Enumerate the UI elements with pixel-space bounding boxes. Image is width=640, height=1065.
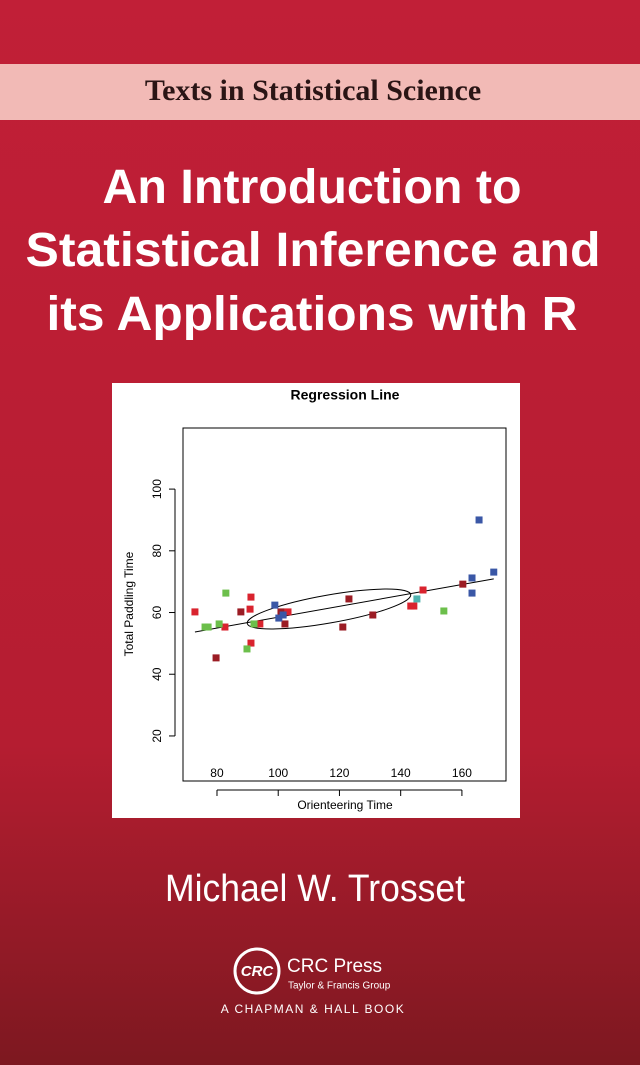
point [247, 639, 255, 647]
point [237, 608, 245, 616]
publisher-group: Taylor & Francis Group [288, 981, 391, 992]
point [284, 608, 292, 616]
point [222, 589, 230, 597]
point [256, 620, 264, 628]
series-band [0, 64, 640, 120]
title: An Introduction to Statistical Inference… [26, 161, 601, 341]
plot-panel [112, 383, 520, 818]
title-line: An Introduction to [103, 161, 522, 214]
imprint: A CHAPMAN & HALL BOOK [221, 1002, 405, 1016]
y-tick-label: 60 [150, 606, 164, 620]
point [468, 574, 476, 582]
logo-ring [233, 947, 281, 995]
point [413, 595, 421, 603]
confidence-ellipse [246, 588, 412, 630]
point [419, 586, 427, 594]
publisher: CRC CRC Press Taylor & Francis Group A C… [221, 947, 405, 1016]
y-tick-label: 20 [150, 729, 164, 743]
point [212, 654, 220, 662]
title-line: Statistical Inference and [26, 224, 601, 277]
title-line: its Applications with R [47, 288, 578, 341]
point [440, 607, 448, 615]
regression-line [194, 578, 494, 633]
x-tick-label: 120 [329, 766, 349, 780]
chart-title: Regression Line [291, 387, 400, 403]
point [468, 589, 476, 597]
point [271, 601, 279, 609]
point [250, 620, 258, 628]
point [191, 608, 199, 616]
plot-frame [182, 427, 507, 782]
point [475, 516, 483, 524]
point [459, 580, 467, 588]
x-tick-label: 160 [452, 766, 472, 780]
point [243, 645, 251, 653]
point [410, 602, 418, 610]
y-tick-label: 80 [150, 544, 164, 558]
author: Michael W. Trosset [165, 868, 465, 910]
x-tick-label: 140 [391, 766, 411, 780]
point [221, 623, 229, 631]
plot: Regression Line Orienteering Time Total … [122, 387, 507, 812]
point [246, 605, 254, 613]
point [369, 611, 377, 619]
point [281, 620, 289, 628]
point [339, 623, 347, 631]
logo: CRC [241, 963, 275, 980]
y-tick-label: 100 [150, 479, 164, 499]
y-axis-label: Total Paddling Time [122, 551, 136, 656]
point [279, 611, 287, 619]
x-axis-label: Orienteering Time [297, 798, 393, 812]
point [247, 593, 255, 601]
publisher-name: CRC Press [287, 956, 382, 977]
point [275, 614, 283, 622]
point [204, 623, 212, 631]
y-tick-label: 40 [150, 667, 164, 681]
x-tick-label: 80 [210, 766, 224, 780]
series-name: Texts in Statistical Science [145, 74, 481, 107]
point [215, 620, 223, 628]
point [490, 568, 498, 576]
x-tick-label: 100 [268, 766, 288, 780]
point [345, 595, 353, 603]
